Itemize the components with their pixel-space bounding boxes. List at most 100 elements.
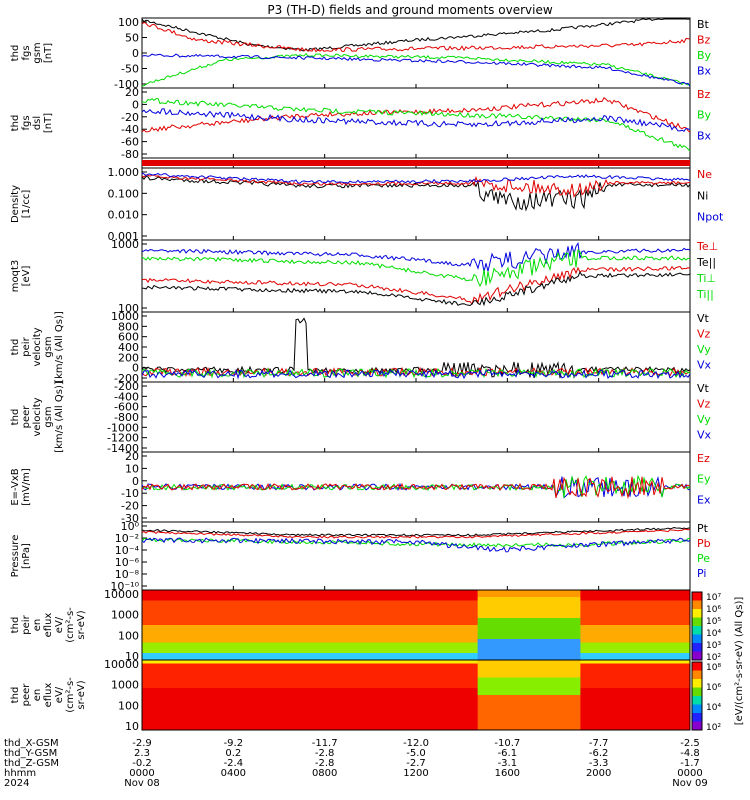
spectrogram-cell-peer (237, 688, 246, 730)
spectrogram-cell-peer (176, 660, 184, 664)
y-axis-label: gsm (32, 42, 43, 63)
spectrogram-cell-peer (573, 660, 581, 678)
colorbar-cell-top (692, 641, 702, 644)
spectrogram-cell-peir (196, 590, 205, 601)
spectrogram-cell-peer (251, 688, 259, 730)
colorbar-frame (691, 661, 703, 731)
spectrogram-cell-peer (176, 663, 184, 688)
spectrogram-cell-peir (505, 639, 513, 660)
spectrogram-cell-peir (511, 590, 520, 597)
x-tick-value: 0.2 (225, 748, 241, 759)
spectrogram-cell-peir (189, 590, 198, 601)
y-tick-label: 600 (118, 331, 139, 344)
trace-Ey (141, 474, 691, 499)
spectrogram-cell-peer (587, 663, 595, 688)
spectrogram-cell-peer (162, 663, 170, 688)
colorbar-cell-bottom (692, 684, 702, 687)
spectrogram-cell-peer (196, 663, 205, 688)
spectrogram-cell-peer (183, 663, 191, 688)
spectrogram-cell-peir (422, 590, 431, 601)
spectrogram-cell-peer (162, 688, 170, 730)
spectrogram-cell-peir (231, 653, 239, 660)
spectrogram-cell-peir (470, 590, 479, 601)
trace-Bx (141, 53, 691, 87)
x-row-label: hhmm (4, 768, 36, 779)
spectrogram-cell-peir (546, 597, 554, 618)
legend-Bz: Bz (697, 88, 711, 101)
spectrogram-cell-peir (607, 600, 616, 625)
spectrogram-cell-peir (607, 590, 616, 601)
spectrogram-cell-peir (600, 600, 609, 625)
colorbar-cell-bottom (692, 668, 702, 671)
spectrogram-cell-peer (477, 695, 485, 730)
colorbar-cell-top (692, 605, 702, 608)
spectrogram-cell-peir (169, 642, 177, 653)
legend-Bx: Bx (697, 129, 712, 142)
y-axis-label: sr-eV) (76, 680, 87, 709)
spectrogram-cell-peir (470, 625, 479, 643)
spectrogram-cell-peir (237, 653, 246, 660)
spectrogram-cell-peir (587, 590, 595, 601)
colorbar-cell-bottom (692, 673, 702, 677)
colorbar-cell-top (692, 592, 702, 595)
spectrogram-cell-peir (326, 590, 335, 601)
spectrogram-cell-peir (457, 590, 465, 601)
spectrogram-cell-peir (429, 653, 438, 660)
y-tick-label: 10 (125, 720, 139, 733)
legend-Bt: Bt (697, 18, 710, 31)
spectrogram-cell-peer (566, 660, 575, 678)
spectrogram-cell-peir (189, 653, 198, 660)
spectrogram-cell-peir (196, 642, 205, 653)
colorbar-cell-top (692, 602, 702, 605)
x-tick-value: 2000 (586, 768, 611, 779)
spectrogram-cell-peer (224, 663, 232, 688)
colorbar-cell-bottom (692, 696, 702, 699)
spectrogram-cell-peer (463, 660, 472, 664)
colorbar-cell-top (692, 639, 702, 642)
spectrogram-cell-peir (628, 600, 636, 625)
spectrogram-cell-peir (429, 642, 438, 653)
spectrogram-cell-peir (265, 653, 273, 660)
spectrogram-cell-peir (265, 642, 273, 653)
spectrogram-cell-peir (189, 625, 198, 643)
trace-Vx (141, 368, 691, 380)
spectrogram-cell-peir (539, 590, 547, 597)
spectrogram-cell-peer (443, 660, 451, 664)
spectrogram-cell-peer (279, 663, 287, 688)
panel-density: 1.000 0.100 0.010 0.001 Density [1/cc] Ne Ni Npo… (10, 166, 724, 243)
y-tick-label: 1000 (111, 238, 139, 251)
spectrogram-cell-peer (580, 663, 588, 688)
colorbar-cell-top (692, 631, 702, 634)
spectrogram-cell-peir (155, 642, 164, 653)
spectrogram-cell-peir (573, 597, 581, 618)
x-tick-value: -2.8 (315, 758, 335, 769)
trace-Ti-par (141, 249, 691, 288)
spectrogram-cell-peir (566, 597, 575, 618)
colorbar-cell-bottom (692, 667, 702, 670)
spectrogram-cell-peir (525, 597, 533, 618)
spectrogram-cell-peer (443, 688, 451, 730)
colorbar-cell-bottom (692, 685, 702, 688)
spectrogram-cell-peir (142, 600, 150, 625)
x-tick-value: 0400 (221, 768, 246, 779)
y-axis-label: [nT] (43, 43, 54, 63)
spectrogram-cell-peir (189, 600, 198, 625)
spectrogram-cell-peir (162, 653, 170, 660)
spectrogram-cell-peir (395, 642, 403, 653)
spectrogram-cell-peer (621, 663, 629, 688)
x-tick-value: 0000 (129, 768, 154, 779)
spectrogram-cell-peir (196, 600, 205, 625)
spectrogram-cell-peir (148, 653, 157, 660)
legend-Te⊥: Te⊥ (696, 240, 718, 253)
mode-bar (142, 160, 690, 166)
colorbar-cell-top (692, 603, 702, 607)
spectrogram-cell-peer (498, 695, 506, 730)
y-tick-label: 10 (125, 462, 139, 475)
spectrogram-cell-peer (251, 663, 259, 688)
spectrogram-cell-peir (662, 642, 670, 653)
spectrogram-cell-peer (491, 677, 499, 695)
y-axis-label: Pressure (10, 535, 21, 578)
y-tick-label: 100 (118, 699, 139, 712)
colorbar-cell-top (692, 617, 702, 620)
